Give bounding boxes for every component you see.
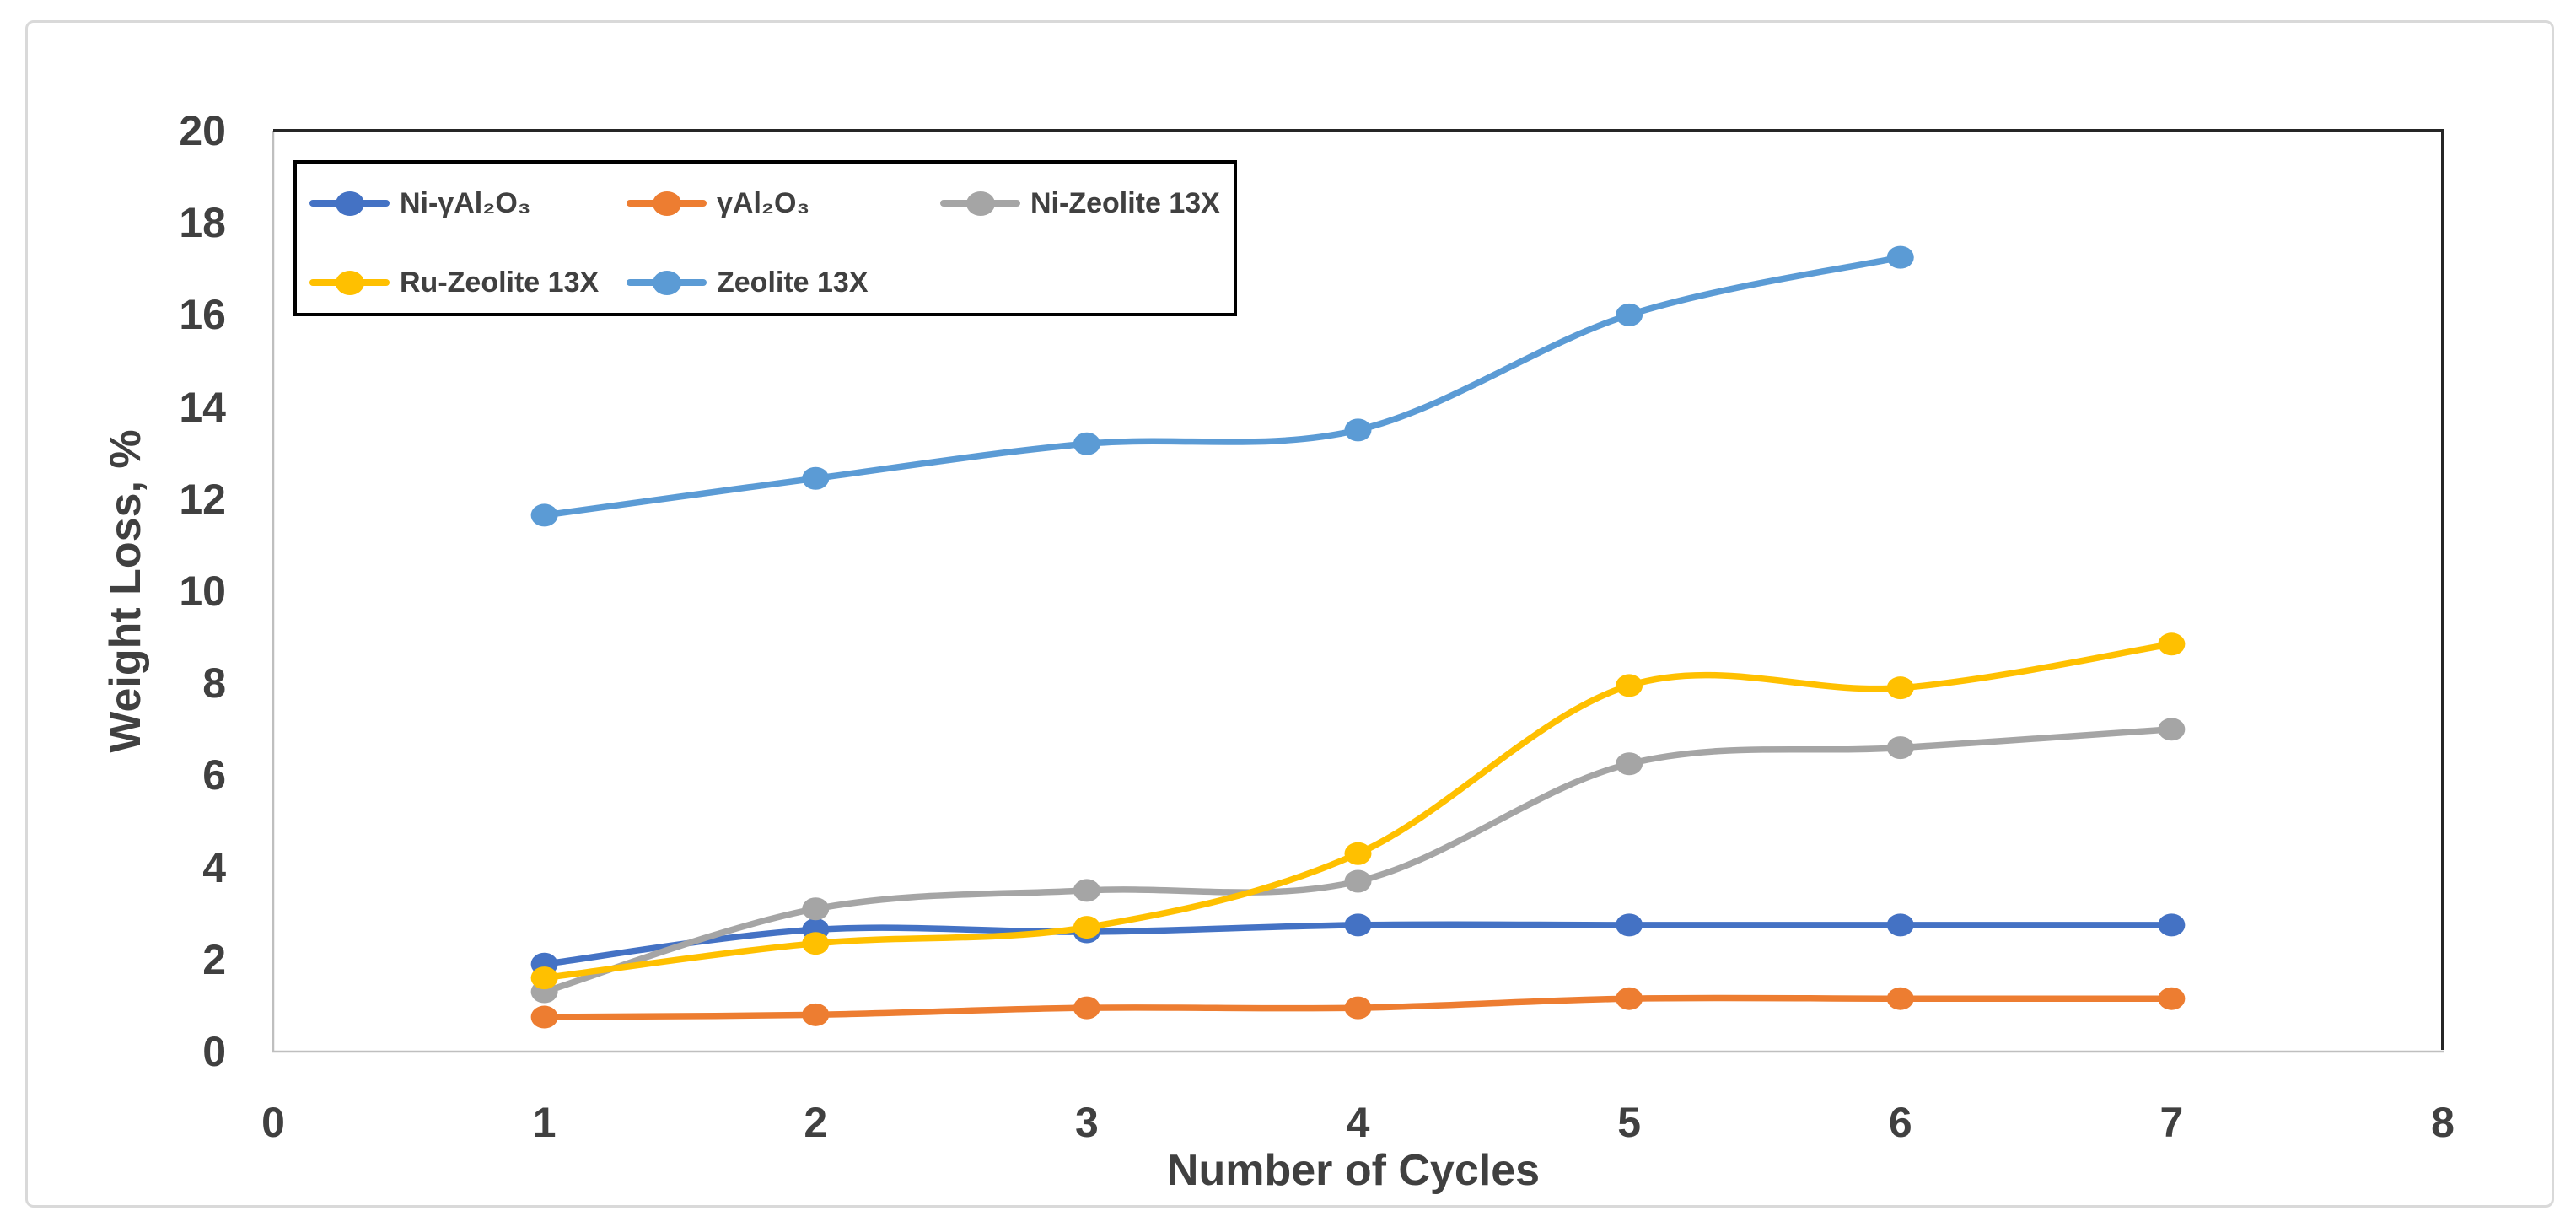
x-tick-label: 2 [804,1099,828,1146]
y-axis-title: Weight Loss, % [101,429,150,753]
legend-marker-icon [309,191,390,216]
legend-marker-icon [940,191,1020,216]
series-marker-al-o [802,1003,830,1026]
legend-marker-icon [309,270,390,295]
y-tick-label: 10 [179,568,226,615]
series-marker-ru-zeolite-13x [1344,842,1372,865]
legend-label: Zeolite 13X [717,266,869,299]
legend-label: Ni-Zeolite 13X [1030,186,1220,219]
y-tick-label: 14 [179,383,226,431]
y-tick-label: 4 [202,843,226,891]
series-marker-zeolite-13x [1344,418,1372,442]
x-tick-label: 1 [532,1099,557,1146]
series-marker-al-o [1616,987,1643,1010]
y-tick-label: 0 [202,1028,226,1075]
series-marker-ni-al-o [1886,913,1914,937]
series-marker-ni-zeolite-13x [1616,752,1643,776]
legend-marker-icon [627,270,707,295]
legend-item-zeolite-13x: Zeolite 13X [627,264,869,301]
series-marker-ni-al-o [2158,913,2186,937]
legend-marker-icon [627,191,707,216]
series-marker-ni-zeolite-13x [802,897,830,921]
y-tick-label: 20 [179,107,226,154]
series-marker-ni-zeolite-13x [1073,879,1100,902]
series-marker-al-o [1073,996,1100,1020]
series-marker-zeolite-13x [802,466,830,490]
x-tick-label: 0 [261,1099,285,1146]
y-tick-label: 16 [179,291,226,339]
legend-item-ru-zeolite-13x: Ru-Zeolite 13X [309,264,599,301]
y-tick-label: 12 [179,475,226,523]
series-marker-al-o [1886,987,1914,1010]
series-marker-zeolite-13x [530,503,558,527]
legend-item-al-o: γAl₂O₃ [627,185,809,222]
y-tick-label: 2 [202,935,226,983]
series-marker-ru-zeolite-13x [2158,632,2186,656]
x-tick-label: 5 [1617,1099,1642,1146]
series-marker-ni-al-o [1616,913,1643,937]
legend-label: Ru-Zeolite 13X [400,266,600,299]
y-tick-label: 18 [179,199,226,247]
series-marker-zeolite-13x [1616,303,1643,326]
series-marker-al-o [530,1005,558,1029]
legend-label: Ni-γAl₂O₃ [400,186,531,219]
series-marker-al-o [2158,987,2186,1010]
series-marker-ru-zeolite-13x [530,966,558,990]
legend-label: γAl₂O₃ [717,186,810,219]
series-marker-ni-al-o [1344,913,1372,937]
y-tick-label: 6 [202,751,226,799]
x-tick-label: 3 [1074,1099,1099,1146]
series-line-zeolite-13x [540,254,1904,519]
series-marker-ru-zeolite-13x [1616,674,1643,697]
series-marker-ni-zeolite-13x [1886,736,1914,760]
series-marker-ni-zeolite-13x [1344,869,1372,893]
series-marker-ru-zeolite-13x [1073,916,1100,939]
y-tick-label: 8 [202,659,226,708]
legend: Ni-γAl₂O₃ γAl₂O₃ Ni-Zeolite 13X Ru-Zeolite … [293,160,1237,316]
x-tick-label: 4 [1346,1099,1370,1146]
legend-item-ni-al-o: Ni-γAl₂O₃ [309,185,531,222]
x-tick-label: 6 [1888,1099,1912,1146]
series-marker-al-o [1344,996,1372,1020]
x-tick-label: 7 [2159,1099,2184,1146]
series-marker-ru-zeolite-13x [1886,676,1914,700]
series-marker-ni-zeolite-13x [2158,718,2186,741]
series-marker-zeolite-13x [1886,245,1914,269]
legend-item-ni-zeolite-13x: Ni-Zeolite 13X [940,185,1220,222]
x-tick-label: 8 [2431,1099,2455,1146]
x-axis-title: Number of Cycles [1166,1146,1541,1195]
series-marker-ru-zeolite-13x [802,932,830,955]
series-marker-zeolite-13x [1073,432,1100,455]
